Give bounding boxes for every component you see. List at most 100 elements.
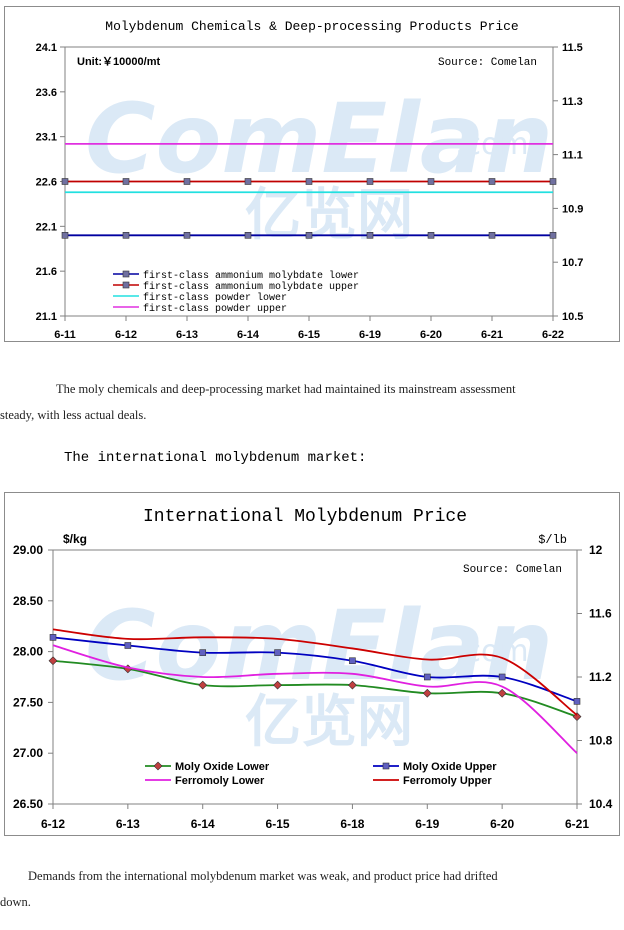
data-point-2-1-3: [274, 649, 281, 656]
series-line-2-2: [52, 644, 578, 754]
y2-tick-label-1: 10.5: [562, 311, 583, 323]
data-point-2-0-2: [198, 680, 208, 690]
watermark-dotcom: .com: [455, 634, 529, 669]
x-tick-label-2: 6-21: [565, 817, 589, 831]
data-point-2-0-3: [273, 680, 282, 690]
y2-tick-label-2: 12: [589, 543, 603, 557]
y-tick-label-2: 28.50: [13, 594, 43, 608]
x-tick-label-2: 6-18: [340, 817, 364, 831]
x-tick-label-1: 6-12: [115, 329, 137, 341]
y2-tick-label-1: 11.3: [562, 96, 583, 108]
x-tick-label-2: 6-20: [490, 817, 514, 831]
data-point-1-0-8: [549, 232, 557, 239]
data-point-2-1-5: [423, 673, 431, 681]
legend-label-1-1: first-class ammonium molybdate upper: [143, 281, 359, 293]
watermark-chinese: 亿览网: [245, 690, 413, 755]
chart2-source-note: Source: Comelan: [463, 564, 562, 576]
x-tick-label-2: 6-19: [415, 817, 439, 831]
x-tick-label-1: 6-20: [420, 329, 442, 341]
y-tick-label-2: 29.00: [13, 543, 43, 557]
y2-tick-label-2: 10.8: [589, 734, 613, 748]
y-tick-label-1: 24.1: [36, 42, 57, 54]
data-point-2-1-6: [498, 673, 506, 681]
watermark-latin: ComElan: [85, 83, 553, 195]
legend-label-2-2: Ferromoly Lower: [175, 775, 265, 787]
data-point-1-1-0: [61, 178, 69, 185]
legend-label-2-0: Moly Oxide Lower: [175, 761, 270, 773]
data-point-1-1-1: [122, 178, 130, 185]
data-point-1-0-3: [244, 232, 252, 239]
data-point-1-0-0: [61, 232, 69, 239]
heading-international-market: The international molybdenum market:: [64, 450, 367, 466]
data-point-2-0-5: [422, 688, 432, 698]
data-point-2-0-4: [348, 680, 357, 690]
x-tick-label-1: 6-21: [481, 329, 503, 341]
y2-tick-label-2: 11.6: [589, 607, 612, 621]
data-point-1-1-8: [549, 178, 557, 185]
y-tick-label-1: 22.1: [36, 221, 57, 233]
y-tick-label-1: 21.1: [36, 311, 57, 323]
y2-tick-label-1: 11.1: [562, 150, 583, 162]
x-tick-label-2: 6-12: [41, 817, 65, 831]
y-tick-label-1: 22.6: [36, 177, 57, 189]
chart2-ylabel: $/kg: [63, 532, 87, 546]
chart1-unit-note: Unit:￥10000/mt: [77, 56, 160, 68]
y2-tick-label-1: 10.7: [562, 257, 583, 269]
y-tick-label-2: 27.00: [13, 746, 43, 760]
chart2-y2label: $/lb: [538, 533, 567, 547]
data-point-2-1-4: [349, 657, 356, 665]
data-point-2-1-7: [573, 698, 581, 705]
paragraph-international-line2: down.: [0, 895, 31, 909]
series-line-2-1: [52, 636, 578, 703]
y-tick-label-1: 23.1: [36, 132, 57, 144]
legend-marker-2-1: [382, 762, 390, 770]
legend-label-1-3: first-class powder upper: [143, 303, 287, 315]
chart2-svg: ComElan.com 亿览网 International Molybdenum P…: [13, 507, 613, 831]
data-point-1-0-1: [122, 232, 130, 239]
legend-label-2-1: Moly Oxide Upper: [403, 761, 497, 773]
y2-tick-label-2: 10.4: [589, 797, 613, 811]
data-point-2-1-1: [124, 642, 132, 649]
paragraph-chemicals-line1: The moly chemicals and deep-processing m…: [56, 382, 516, 396]
legend-label-2-3: Ferromoly Upper: [403, 775, 492, 787]
data-point-1-0-4: [305, 232, 313, 239]
y-tick-label-2: 28.00: [13, 645, 43, 659]
legend-marker-1-1: [122, 281, 130, 289]
x-tick-label-1: 6-13: [176, 329, 198, 341]
x-tick-label-1: 6-19: [359, 329, 381, 341]
data-point-1-0-2: [183, 232, 191, 239]
y2-tick-label-1: 10.9: [562, 203, 583, 215]
chart1-title: Molybdenum Chemicals & Deep-processing P…: [105, 19, 518, 34]
chart-molybdenum-chemicals: ComElan .com 亿览网 Molybdenum Chemicals & Dee…: [4, 6, 620, 342]
data-point-1-0-6: [427, 232, 435, 239]
paragraph-chemicals: The moly chemicals and deep-processing m…: [0, 376, 624, 428]
chart2-title: International Molybdenum Price: [143, 507, 467, 527]
x-tick-label-1: 6-14: [237, 329, 260, 341]
legend-marker-2-0: [153, 761, 163, 771]
data-point-2-1-2: [199, 649, 207, 656]
y2-tick-label-1: 11.5: [562, 42, 583, 54]
data-point-1-1-4: [305, 178, 313, 185]
data-point-1-1-6: [427, 178, 435, 185]
paragraph-chemicals-line2: steady, with less actual deals.: [0, 408, 147, 422]
data-point-1-1-2: [183, 178, 191, 185]
data-point-1-1-3: [244, 178, 252, 185]
data-point-1-1-7: [488, 178, 496, 185]
x-tick-label-1: 6-11: [54, 329, 75, 341]
watermark-latin: ComElan: [85, 590, 553, 702]
data-point-1-0-7: [488, 232, 496, 239]
legend-label-1-0: first-class ammonium molybdate lower: [143, 270, 359, 282]
watermark-chinese: 亿览网: [245, 183, 413, 248]
chart-international-molybdenum: ComElan .com 亿览网 International Molybdenum P…: [4, 492, 620, 836]
y-tick-label-1: 23.6: [36, 87, 57, 99]
y-tick-label-1: 21.6: [36, 266, 57, 278]
data-point-1-0-5: [366, 232, 374, 239]
legend-marker-1-0: [122, 270, 130, 278]
data-point-2-0-6: [497, 688, 507, 698]
y-tick-label-2: 26.50: [13, 797, 43, 811]
x-tick-label-2: 6-15: [266, 817, 290, 831]
y-tick-label-2: 27.50: [13, 695, 43, 709]
x-tick-label-2: 6-14: [191, 817, 215, 831]
series-line-2-3: [52, 628, 578, 716]
